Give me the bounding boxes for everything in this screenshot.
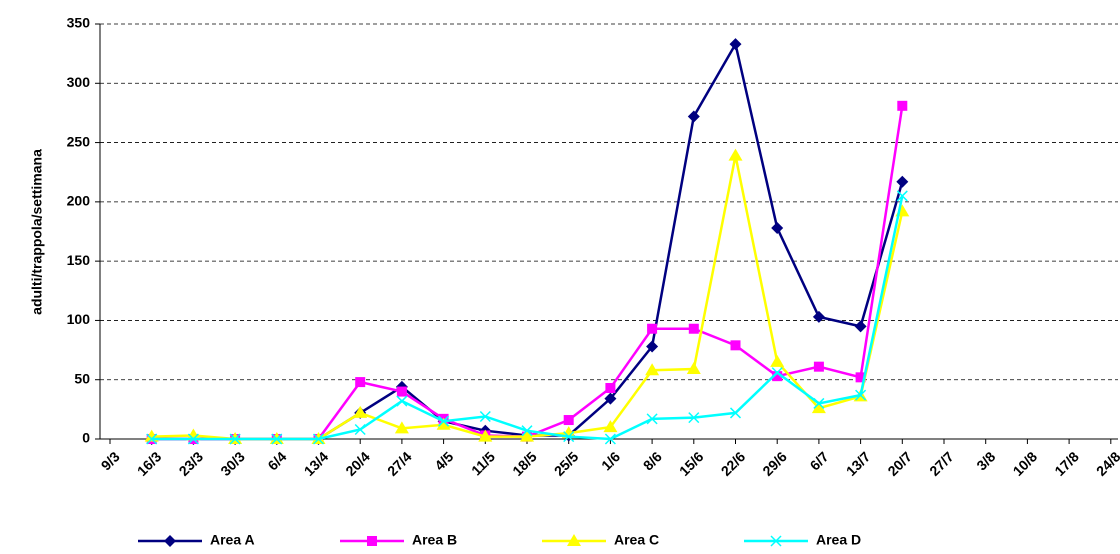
data-point (479, 410, 491, 423)
data-point (646, 340, 659, 353)
legend-marker (367, 536, 377, 546)
data-point (896, 175, 909, 188)
y-tick-label: 0 (82, 430, 90, 446)
x-tick-label: 1/6 (598, 448, 623, 473)
x-tick-label: 23/3 (176, 448, 207, 479)
x-tick-label: 20/7 (884, 448, 915, 479)
y-tick-label: 300 (67, 74, 91, 90)
data-point (604, 392, 617, 405)
data-point (521, 425, 533, 437)
data-point (647, 323, 658, 334)
data-point (312, 433, 325, 445)
data-point (811, 401, 826, 414)
y-tick-label: 250 (67, 133, 91, 149)
x-tick-label: 11/5 (468, 448, 498, 478)
data-point (604, 433, 616, 445)
data-point (605, 383, 616, 394)
series-line (151, 105, 904, 441)
x-tick-label: 9/3 (98, 448, 123, 473)
data-point (687, 110, 700, 123)
x-tick-label: 3/8 (973, 448, 998, 473)
data-point (353, 405, 368, 418)
data-point (770, 354, 785, 367)
data-point (229, 433, 241, 445)
legend-label: Area D (816, 532, 861, 548)
data-point (812, 310, 825, 323)
x-tick-label: 16/3 (134, 448, 165, 479)
x-tick-label: 4/5 (431, 448, 456, 473)
data-point (355, 377, 366, 388)
data-point (646, 413, 658, 425)
data-point (688, 412, 700, 424)
x-tick-label: 25/5 (551, 448, 582, 479)
data-point (813, 397, 825, 409)
data-point (354, 423, 366, 436)
data-point (478, 429, 493, 442)
data-point (563, 431, 575, 443)
data-point (438, 415, 450, 427)
data-point (396, 386, 407, 397)
legend-marker (770, 535, 782, 547)
y-tick-label: 150 (67, 252, 91, 268)
x-tick-label: 22/6 (718, 448, 749, 479)
data-point (772, 371, 783, 382)
x-tick-label: 24/8 (1093, 448, 1120, 479)
data-point (771, 221, 784, 234)
x-tick-label: 10/8 (1010, 448, 1041, 479)
y-axis-label: adulti/trappola/settimana (29, 149, 45, 315)
x-tick-label: 6/4 (264, 448, 289, 473)
data-point (686, 362, 701, 375)
data-point (271, 433, 283, 445)
data-point (729, 38, 742, 51)
x-tick-label: 13/4 (301, 448, 332, 479)
x-tick-label: 20/4 (342, 448, 373, 479)
legend-marker (164, 535, 176, 547)
data-point (645, 363, 660, 376)
data-point (813, 361, 824, 372)
data-point (855, 389, 867, 401)
x-tick-label: 8/6 (640, 448, 665, 473)
series-line (151, 155, 904, 441)
data-point (896, 190, 908, 202)
y-tick-label: 200 (67, 193, 91, 209)
data-point (436, 417, 451, 430)
data-point (186, 428, 201, 441)
data-point (729, 407, 742, 419)
data-point (146, 433, 158, 445)
data-point (394, 421, 409, 434)
legend-label: Area A (210, 532, 255, 548)
data-point (728, 148, 743, 161)
data-point (897, 100, 908, 111)
data-point (854, 320, 867, 333)
data-point (688, 323, 699, 334)
x-tick-label: 27/4 (384, 448, 415, 479)
y-tick-label: 350 (67, 15, 91, 31)
data-point (730, 340, 741, 351)
series-line (151, 195, 904, 441)
x-tick-label: 6/7 (807, 448, 832, 473)
y-tick-label: 50 (74, 370, 90, 386)
x-tick-label: 13/7 (843, 448, 874, 479)
x-tick-label: 30/3 (217, 448, 248, 479)
legend-label: Area B (412, 532, 457, 548)
legend-label: Area C (614, 532, 659, 548)
data-point (563, 415, 574, 426)
x-tick-label: 15/6 (676, 448, 707, 479)
x-tick-label: 17/8 (1051, 448, 1082, 479)
data-point (520, 429, 534, 442)
data-point (771, 367, 783, 379)
x-tick-label: 27/7 (926, 448, 957, 479)
y-tick-label: 100 (67, 311, 91, 327)
data-point (603, 420, 618, 433)
x-tick-label: 18/5 (509, 448, 540, 479)
data-point (396, 395, 408, 407)
x-tick-label: 29/6 (759, 448, 790, 479)
data-point (187, 433, 199, 445)
data-point (855, 372, 866, 383)
legend-marker (567, 534, 581, 546)
